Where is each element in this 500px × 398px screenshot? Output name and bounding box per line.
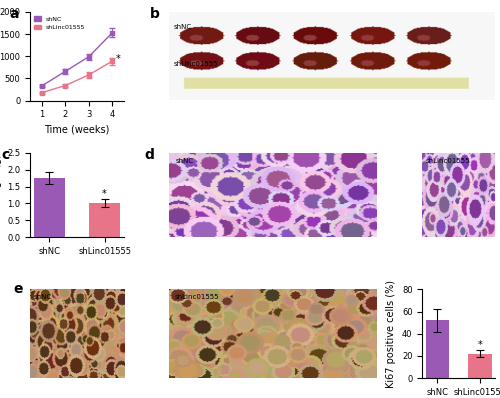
Text: shLinc01555: shLinc01555 bbox=[173, 61, 218, 67]
Legend: shNC, shLinc01555: shNC, shLinc01555 bbox=[33, 15, 86, 31]
Text: b: b bbox=[150, 7, 160, 21]
Text: *: * bbox=[478, 339, 482, 349]
Text: c: c bbox=[2, 148, 10, 162]
Text: e: e bbox=[13, 282, 22, 297]
Text: *: * bbox=[102, 189, 107, 199]
Text: shNC: shNC bbox=[173, 25, 192, 31]
Text: shLinc01555: shLinc01555 bbox=[175, 294, 220, 300]
Bar bbox=[426, 320, 449, 378]
X-axis label: Time (weeks): Time (weeks) bbox=[44, 125, 110, 135]
Bar bbox=[90, 203, 120, 237]
Text: shNC: shNC bbox=[34, 294, 52, 300]
Text: *: * bbox=[116, 54, 120, 64]
Bar bbox=[468, 354, 491, 378]
Text: a: a bbox=[10, 7, 19, 21]
Y-axis label: Ki67 positive cells (%): Ki67 positive cells (%) bbox=[386, 280, 396, 388]
Text: d: d bbox=[144, 148, 154, 162]
Bar bbox=[34, 178, 64, 237]
Text: shNC: shNC bbox=[176, 158, 194, 164]
Y-axis label: Tumor weight (g): Tumor weight (g) bbox=[0, 154, 2, 236]
Text: shLinc01555: shLinc01555 bbox=[426, 158, 470, 164]
